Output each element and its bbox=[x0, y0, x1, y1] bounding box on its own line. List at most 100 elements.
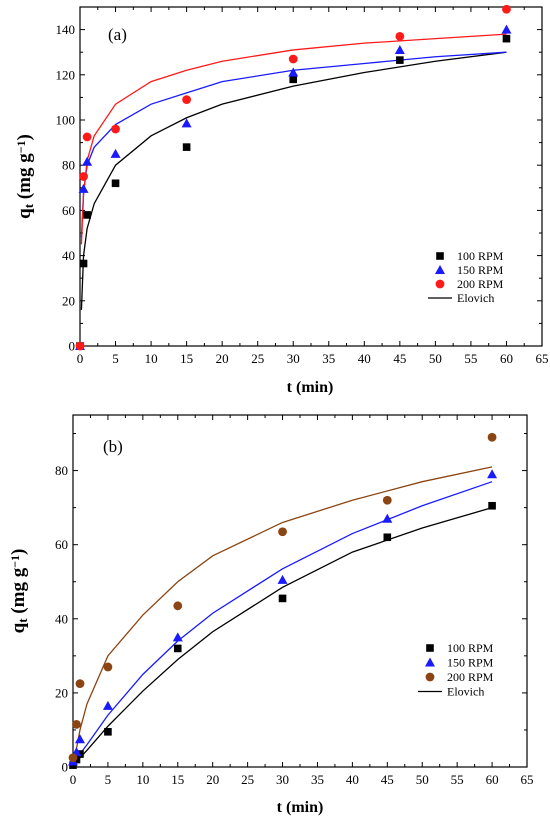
x-tick-label: 10 bbox=[136, 772, 149, 787]
x-tick-label: 5 bbox=[112, 351, 119, 366]
y-tick-label: 140 bbox=[56, 22, 76, 37]
y-tick-label: 80 bbox=[55, 463, 68, 478]
x-tick-label: 65 bbox=[521, 772, 534, 787]
legend-marker-circle bbox=[435, 279, 445, 289]
y-tick-label: 0 bbox=[62, 760, 69, 775]
x-tick-label: 50 bbox=[416, 772, 429, 787]
data-point-circle bbox=[75, 341, 85, 351]
x-axis-title: t (min) bbox=[277, 799, 324, 816]
data-point-circle bbox=[288, 54, 298, 64]
x-tick-label: 25 bbox=[241, 772, 254, 787]
panel-label: (a) bbox=[108, 25, 127, 44]
fit-curve-1 bbox=[80, 51, 507, 310]
legend-label: 200 RPM bbox=[457, 277, 504, 291]
y-axis-title-part-1: t bbox=[21, 203, 36, 208]
fit-curve-3 bbox=[80, 33, 507, 245]
data-point-circle bbox=[382, 495, 392, 505]
y-axis-title: qt (mg g−1) bbox=[8, 549, 31, 634]
data-point-square bbox=[104, 728, 112, 736]
y-tick-label: 20 bbox=[62, 293, 75, 308]
y-axis-title-part-4: ) bbox=[14, 134, 35, 140]
y-axis-title-part-3: −1 bbox=[8, 555, 22, 568]
x-tick-label: 10 bbox=[145, 351, 158, 366]
legend-marker-triangle bbox=[425, 657, 435, 667]
x-tick-label: 60 bbox=[486, 772, 499, 787]
data-point-triangle bbox=[102, 700, 113, 710]
legend-label: Elovich bbox=[457, 291, 494, 305]
y-axis-title-part-0: q bbox=[14, 208, 35, 219]
y-tick-label: 120 bbox=[56, 67, 76, 82]
data-point-square bbox=[182, 143, 191, 151]
x-tick-label: 55 bbox=[464, 351, 477, 366]
x-tick-label: 15 bbox=[180, 351, 193, 366]
data-point-triangle bbox=[78, 183, 89, 193]
data-point-square bbox=[396, 56, 404, 64]
data-point-triangle bbox=[74, 734, 85, 744]
data-point-square bbox=[502, 34, 511, 43]
data-point-circle bbox=[68, 753, 78, 763]
data-point-square bbox=[79, 259, 88, 268]
x-axis-title: t (min) bbox=[287, 379, 334, 396]
data-point-triangle bbox=[382, 513, 393, 523]
y-axis-title-part-2: (mg g bbox=[14, 153, 35, 204]
data-point-triangle bbox=[110, 148, 121, 158]
data-point-circle bbox=[82, 132, 92, 142]
x-tick-label: 55 bbox=[451, 772, 464, 787]
fit-curve-3 bbox=[73, 466, 493, 764]
data-point-circle bbox=[487, 432, 497, 442]
legend-label: 150 RPM bbox=[447, 656, 494, 670]
data-point-circle bbox=[79, 172, 88, 181]
y-axis-title-part-1: t bbox=[15, 618, 30, 623]
data-point-square bbox=[278, 594, 287, 603]
legend-marker-square bbox=[426, 644, 434, 652]
x-tick-label: 60 bbox=[500, 351, 513, 366]
x-tick-label: 0 bbox=[70, 772, 77, 787]
x-tick-label: 50 bbox=[429, 351, 442, 366]
y-tick-label: 0 bbox=[69, 339, 76, 354]
data-point-triangle bbox=[277, 574, 288, 584]
data-point-square bbox=[488, 501, 496, 510]
data-point-circle bbox=[75, 679, 85, 689]
y-axis-title-part-3: −1 bbox=[14, 140, 28, 153]
x-tick-label: 65 bbox=[536, 351, 549, 366]
legend-label: 100 RPM bbox=[447, 641, 494, 655]
data-point-triangle bbox=[82, 156, 93, 166]
y-tick-label: 60 bbox=[55, 537, 68, 552]
y-axis-title-part-0: q bbox=[8, 622, 29, 633]
x-tick-label: 35 bbox=[311, 772, 324, 787]
data-point-square bbox=[173, 644, 182, 653]
x-tick-label: 0 bbox=[77, 351, 84, 366]
y-tick-label: 20 bbox=[55, 685, 68, 700]
legend-label: 200 RPM bbox=[447, 670, 494, 684]
y-tick-label: 40 bbox=[62, 248, 75, 263]
x-tick-label: 5 bbox=[105, 772, 112, 787]
panel-label: (b) bbox=[103, 437, 123, 456]
legend-label: 150 RPM bbox=[457, 263, 504, 277]
fit-curve-1 bbox=[73, 507, 493, 766]
x-tick-label: 15 bbox=[171, 772, 184, 787]
data-point-circle bbox=[111, 124, 120, 134]
data-point-square bbox=[289, 75, 298, 84]
data-point-circle bbox=[395, 31, 405, 41]
plot-frame bbox=[72, 414, 528, 768]
data-point-square bbox=[383, 533, 392, 542]
x-tick-label: 20 bbox=[216, 351, 229, 366]
data-point-circle bbox=[278, 527, 287, 537]
x-tick-label: 20 bbox=[206, 772, 219, 787]
x-tick-label: 45 bbox=[393, 351, 406, 366]
data-point-triangle bbox=[288, 67, 299, 77]
data-point-triangle bbox=[501, 24, 512, 34]
data-point-circle bbox=[72, 719, 81, 729]
data-point-circle bbox=[173, 601, 183, 611]
data-point-circle bbox=[502, 4, 511, 14]
data-point-circle bbox=[182, 95, 192, 105]
data-point-square bbox=[83, 211, 91, 219]
legend-label: 100 RPM bbox=[457, 249, 504, 263]
legend-label: Elovich bbox=[447, 685, 484, 699]
x-tick-label: 25 bbox=[251, 351, 264, 366]
x-tick-label: 40 bbox=[358, 351, 371, 366]
chart-panel-2: 0 5 10 15 20 25 30 35 40 45 50 55 60 65 0 20 40 60 80 t (mi… bbox=[8, 414, 534, 816]
